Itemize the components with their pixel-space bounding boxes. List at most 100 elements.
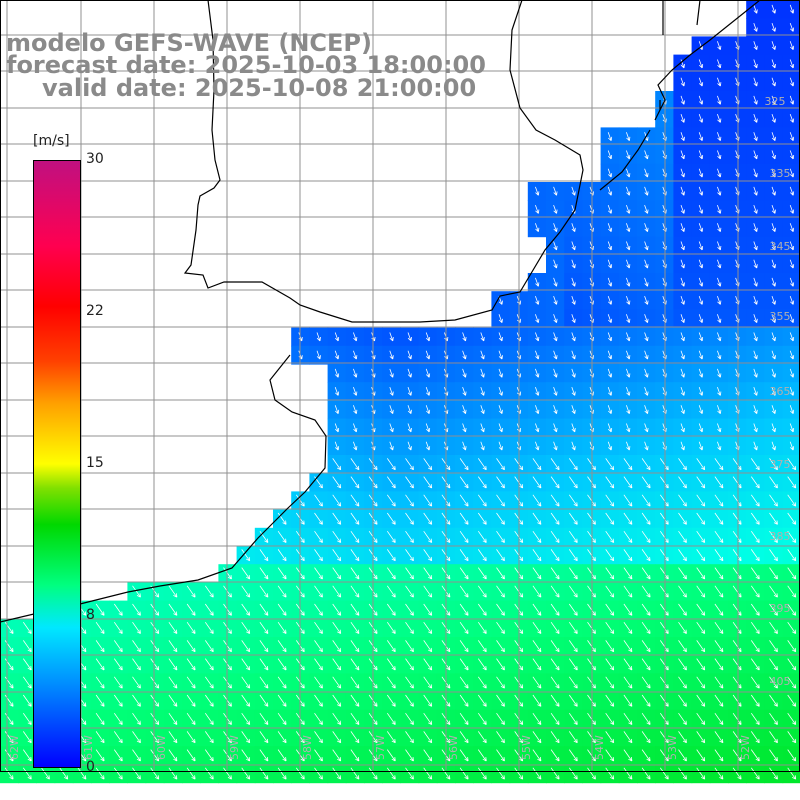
speed-cell bbox=[782, 364, 800, 383]
wind-arrow bbox=[459, 694, 469, 707]
wind-arrow bbox=[350, 458, 360, 471]
wind-arrow bbox=[680, 423, 685, 433]
wind-arrow bbox=[717, 277, 722, 287]
wind-arrow bbox=[535, 223, 540, 232]
wind-arrow bbox=[532, 767, 542, 780]
wind-arrow bbox=[386, 603, 396, 616]
wind-arrow bbox=[405, 749, 414, 762]
wind-arrow bbox=[441, 767, 451, 780]
wind-arrow bbox=[623, 640, 633, 653]
colorbar-unit: [m/s] bbox=[33, 133, 70, 149]
wind-arrow bbox=[386, 694, 396, 707]
wind-arrow bbox=[605, 567, 615, 580]
wind-arrow bbox=[386, 549, 396, 562]
wind-arrow bbox=[480, 368, 485, 378]
wind-arrow bbox=[787, 567, 797, 580]
wind-arrow bbox=[626, 332, 631, 342]
wind-arrow bbox=[477, 731, 487, 744]
wind-arrow bbox=[423, 494, 433, 507]
wind-arrow bbox=[496, 658, 505, 671]
wind-arrow bbox=[496, 603, 505, 616]
wind-arrow bbox=[714, 767, 724, 780]
wind-arrow bbox=[641, 458, 651, 471]
wind-arrow bbox=[22, 658, 32, 671]
wind-arrow bbox=[113, 749, 123, 762]
wind-arrow bbox=[462, 350, 467, 360]
wind-arrow bbox=[334, 386, 340, 396]
wind-arrow bbox=[314, 603, 323, 616]
wind-arrow bbox=[605, 458, 615, 471]
wind-arrow bbox=[459, 749, 469, 762]
wind-arrow bbox=[789, 295, 795, 305]
wind-arrow bbox=[186, 658, 196, 671]
wind-arrow bbox=[771, 168, 776, 178]
wind-arrow bbox=[680, 295, 685, 305]
svg-text:58W: 58W bbox=[301, 735, 314, 760]
wind-arrow bbox=[241, 621, 251, 634]
wind-arrow bbox=[332, 494, 342, 507]
wind-arrow bbox=[607, 186, 613, 196]
wind-arrow bbox=[241, 549, 251, 562]
speed-cell bbox=[782, 746, 800, 765]
title-forecast-date: forecast date: 2025-10-03 18:00:00 bbox=[6, 51, 486, 79]
wind-arrow bbox=[678, 767, 687, 780]
wind-arrow bbox=[350, 749, 360, 762]
wind-arrow bbox=[532, 567, 542, 580]
wind-arrow bbox=[571, 368, 576, 378]
wind-arrow bbox=[314, 658, 323, 671]
wind-arrow bbox=[659, 767, 669, 780]
wind-arrow bbox=[769, 603, 778, 616]
wind-arrow bbox=[480, 386, 485, 396]
wind-arrow bbox=[496, 512, 505, 525]
wind-arrow bbox=[350, 621, 360, 634]
wind-arrow bbox=[769, 749, 778, 762]
wind-arrow bbox=[168, 658, 178, 671]
wind-arrow bbox=[462, 441, 467, 451]
wind-arrow bbox=[407, 423, 412, 433]
wind-arrow bbox=[696, 476, 706, 489]
wind-arrow bbox=[405, 658, 414, 671]
wind-arrow bbox=[459, 585, 469, 598]
wind-arrow bbox=[535, 332, 540, 342]
wind-arrow bbox=[386, 458, 396, 471]
wind-arrow bbox=[680, 204, 685, 214]
wind-arrow bbox=[553, 441, 558, 451]
wind-arrow bbox=[423, 676, 433, 689]
wind-arrow bbox=[423, 621, 433, 634]
speed-cell bbox=[782, 36, 800, 56]
wind-arrow bbox=[496, 712, 505, 725]
wind-arrow bbox=[607, 295, 613, 305]
wind-arrow bbox=[535, 186, 540, 196]
wind-arrow bbox=[550, 621, 560, 634]
wind-arrow bbox=[389, 405, 394, 414]
wind-arrow bbox=[623, 512, 633, 525]
wind-arrow bbox=[753, 314, 758, 323]
wind-arrow bbox=[605, 694, 615, 707]
wind-arrow bbox=[550, 731, 560, 744]
wind-arrow bbox=[789, 368, 795, 378]
wind-arrow bbox=[350, 640, 360, 653]
wind-arrow bbox=[350, 549, 360, 562]
wind-arrow bbox=[535, 204, 540, 214]
wind-arrow bbox=[769, 767, 778, 780]
wind-arrow bbox=[626, 259, 631, 269]
wind-arrow bbox=[607, 368, 613, 378]
wind-arrow bbox=[132, 640, 141, 653]
wind-arrow bbox=[459, 712, 469, 725]
wind-arrow bbox=[605, 476, 615, 489]
wind-arrow bbox=[626, 441, 631, 451]
wind-arrow bbox=[350, 530, 360, 543]
wind-arrow bbox=[753, 350, 758, 360]
wind-arrow bbox=[771, 368, 776, 378]
wind-arrow bbox=[423, 585, 433, 598]
wind-arrow bbox=[568, 621, 578, 634]
wind-arrow bbox=[769, 640, 778, 653]
wind-arrow bbox=[150, 712, 160, 725]
wind-arrow bbox=[698, 168, 704, 178]
colorbar-tick-22: 22 bbox=[86, 303, 104, 319]
wind-arrow bbox=[350, 476, 360, 489]
wind-arrow bbox=[750, 549, 760, 562]
wind-arrow bbox=[4, 621, 14, 634]
wind-arrow bbox=[771, 150, 776, 160]
